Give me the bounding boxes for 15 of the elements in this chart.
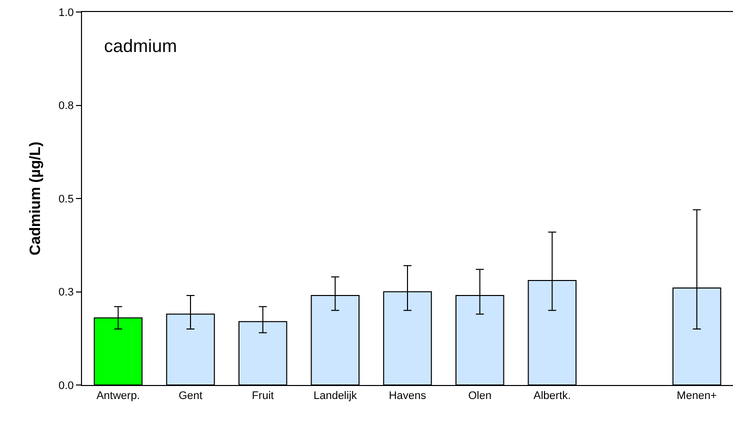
y-tick-label: 1.0 xyxy=(58,6,74,19)
x-tick-label: Gent xyxy=(178,390,202,402)
x-tick-label: Havens xyxy=(388,390,427,402)
y-tick-label: 0.8 xyxy=(58,100,74,112)
annotation: cadmium xyxy=(104,36,178,56)
y-tick-label: 0.0 xyxy=(58,380,74,392)
x-tick-label: Fruit xyxy=(252,390,274,402)
x-tick-label: Antwerp. xyxy=(96,390,140,402)
x-tick-label: Albertk. xyxy=(534,390,571,402)
y-tick-label: 0.5 xyxy=(58,193,74,206)
x-tick-label: Olen xyxy=(468,390,492,402)
x-tick-label: Landelijk xyxy=(313,390,358,402)
y-tick-label: 0.3 xyxy=(58,286,74,299)
x-tick-label: Menen+ xyxy=(676,390,717,402)
y-axis-title: Cadmium (µg/L) xyxy=(26,142,44,256)
